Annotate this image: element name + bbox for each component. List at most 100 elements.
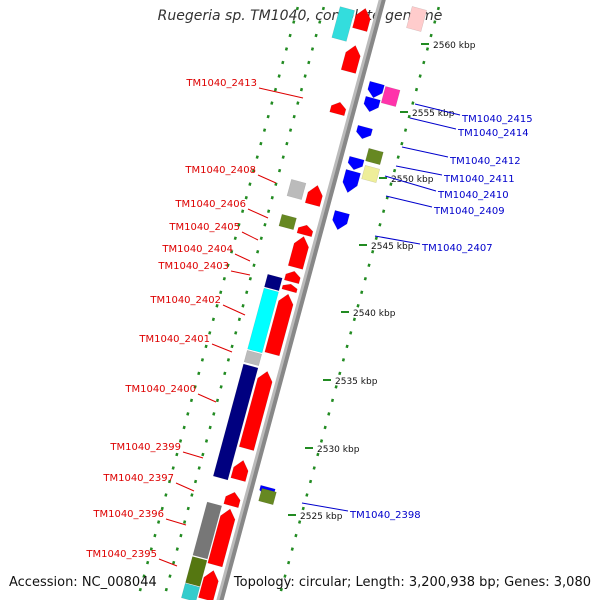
forward-cds-10 bbox=[238, 371, 273, 451]
forward-gene-label-3: TM1040_2406 bbox=[174, 199, 246, 210]
topology-text: Topology: circular; Length: 3,200,938 bp… bbox=[233, 575, 591, 590]
scale-label-5: 2545 kbp bbox=[371, 242, 414, 252]
map-title: Ruegeria sp. TM1040, complete genome bbox=[157, 8, 443, 24]
forward-feature-5-shape bbox=[247, 287, 279, 354]
reverse-cds-6 bbox=[332, 210, 350, 231]
forward-cds-11 bbox=[230, 459, 249, 482]
scale-label-3: 2535 kbp bbox=[335, 377, 378, 387]
forward-cds-9-shape bbox=[264, 293, 294, 357]
forward-cds-2-shape bbox=[340, 45, 361, 74]
forward-leader-1 bbox=[258, 87, 304, 99]
forward-cds-6-shape bbox=[287, 236, 309, 270]
forward-cds-5 bbox=[296, 224, 314, 238]
forward-leader-3 bbox=[247, 208, 269, 219]
forward-cds-5-shape bbox=[296, 224, 314, 238]
forward-cds-13 bbox=[207, 508, 236, 568]
accession-text: Accession: NC_008044 bbox=[9, 575, 157, 590]
reverse-feature-2 bbox=[380, 86, 401, 107]
forward-cds-14 bbox=[198, 570, 219, 600]
forward-leader-7 bbox=[222, 304, 246, 316]
reverse-gene-label-4: TM1040_2411 bbox=[443, 174, 515, 185]
forward-cds-6 bbox=[287, 236, 309, 270]
forward-cds-7-shape bbox=[283, 270, 301, 285]
reverse-cds-2-shape bbox=[363, 95, 381, 113]
reverse-feature-2-shape bbox=[380, 86, 401, 107]
forward-gene-label-10: TM1040_2399 bbox=[109, 442, 181, 453]
forward-cds-8 bbox=[281, 283, 298, 294]
forward-feature-9 bbox=[185, 556, 208, 587]
reverse-gene-label-5: TM1040_2410 bbox=[437, 190, 509, 201]
forward-leader-5 bbox=[234, 253, 251, 262]
reverse-cds-6-shape bbox=[332, 210, 350, 231]
reverse-gene-label-1: TM1040_2415 bbox=[461, 114, 533, 125]
forward-feature-9-shape bbox=[185, 556, 208, 587]
forward-leader-11 bbox=[175, 482, 195, 492]
reverse-gene-label-2: TM1040_2414 bbox=[457, 128, 529, 139]
forward-cds-12-shape bbox=[223, 491, 241, 509]
forward-gene-label-1: TM1040_2413 bbox=[185, 78, 257, 89]
forward-gene-label-13: TM1040_2395 bbox=[85, 549, 157, 560]
forward-feature-2-shape bbox=[286, 179, 307, 200]
forward-gene-label-12: TM1040_2396 bbox=[92, 509, 164, 520]
forward-feature-7 bbox=[212, 363, 259, 481]
reverse-gene-label-8: TM1040_2398 bbox=[349, 510, 421, 521]
reverse-feature-1 bbox=[406, 6, 427, 32]
forward-leader-2 bbox=[257, 174, 277, 184]
reverse-gene-label-3: TM1040_2412 bbox=[449, 156, 521, 167]
forward-leader-13 bbox=[158, 558, 178, 567]
forward-feature-8-shape bbox=[192, 501, 223, 560]
scale-label-4: 2540 kbp bbox=[353, 309, 396, 319]
forward-leader-12 bbox=[165, 518, 187, 526]
forward-leader-8 bbox=[211, 343, 233, 353]
forward-gene-label-2: TM1040_2408 bbox=[184, 165, 256, 176]
forward-gene-label-7: TM1040_2402 bbox=[149, 295, 221, 306]
forward-cds-1 bbox=[352, 8, 371, 32]
reverse-leader-7 bbox=[374, 235, 421, 245]
reverse-feature-4-shape bbox=[361, 164, 381, 184]
forward-gene-label-11: TM1040_2397 bbox=[102, 473, 174, 484]
reverse-leader-5 bbox=[384, 175, 437, 192]
forward-gene-label-8: TM1040_2401 bbox=[138, 334, 210, 345]
reverse-feature-5-shape bbox=[258, 487, 277, 506]
forward-cds-8-shape bbox=[281, 283, 298, 294]
genome-backbone bbox=[219, 0, 386, 600]
forward-cds-4-shape bbox=[304, 184, 323, 207]
reverse-cds-4 bbox=[347, 155, 365, 171]
scale-label-2: 2530 kbp bbox=[317, 445, 360, 455]
reverse-cds-4-shape bbox=[347, 155, 365, 171]
forward-cds-3-shape bbox=[329, 101, 347, 117]
forward-feature-7-shape bbox=[212, 363, 259, 481]
reverse-leader-4 bbox=[395, 165, 443, 176]
forward-feature-4 bbox=[264, 273, 283, 292]
reverse-leader-3 bbox=[401, 146, 449, 158]
reverse-feature-1-shape bbox=[406, 6, 427, 32]
forward-cds-14-shape bbox=[198, 570, 219, 600]
forward-leader-10 bbox=[182, 451, 204, 459]
reverse-feature-3-shape bbox=[365, 147, 384, 166]
scale-label-1: 2525 kbp bbox=[300, 512, 343, 522]
forward-leader-4 bbox=[241, 231, 259, 241]
reverse-cds-1 bbox=[367, 80, 385, 99]
forward-cds-7 bbox=[283, 270, 301, 285]
forward-cds-9 bbox=[264, 293, 294, 357]
scale-label-6: 2550 kbp bbox=[391, 175, 434, 185]
forward-feature-4-shape bbox=[264, 273, 283, 292]
reverse-cds-3-shape bbox=[356, 124, 373, 140]
forward-cds-10-shape bbox=[238, 371, 273, 451]
reverse-leader-2 bbox=[409, 117, 457, 130]
forward-cds-1-shape bbox=[352, 8, 371, 32]
forward-cds-11-shape bbox=[230, 459, 249, 482]
forward-cds-3 bbox=[329, 101, 347, 117]
forward-feature-1-shape bbox=[331, 6, 355, 42]
reverse-gene-label-7: TM1040_2407 bbox=[421, 243, 493, 254]
reverse-feature-4 bbox=[361, 164, 381, 184]
forward-leader-9 bbox=[197, 393, 217, 403]
forward-gene-label-9: TM1040_2400 bbox=[124, 384, 196, 395]
reverse-leader-6 bbox=[385, 195, 433, 208]
forward-feature-5 bbox=[247, 287, 279, 354]
forward-leader-6 bbox=[230, 270, 251, 276]
forward-gene-label-6: TM1040_2403 bbox=[157, 261, 229, 272]
forward-feature-2 bbox=[286, 179, 307, 200]
forward-cds-12 bbox=[223, 491, 241, 509]
